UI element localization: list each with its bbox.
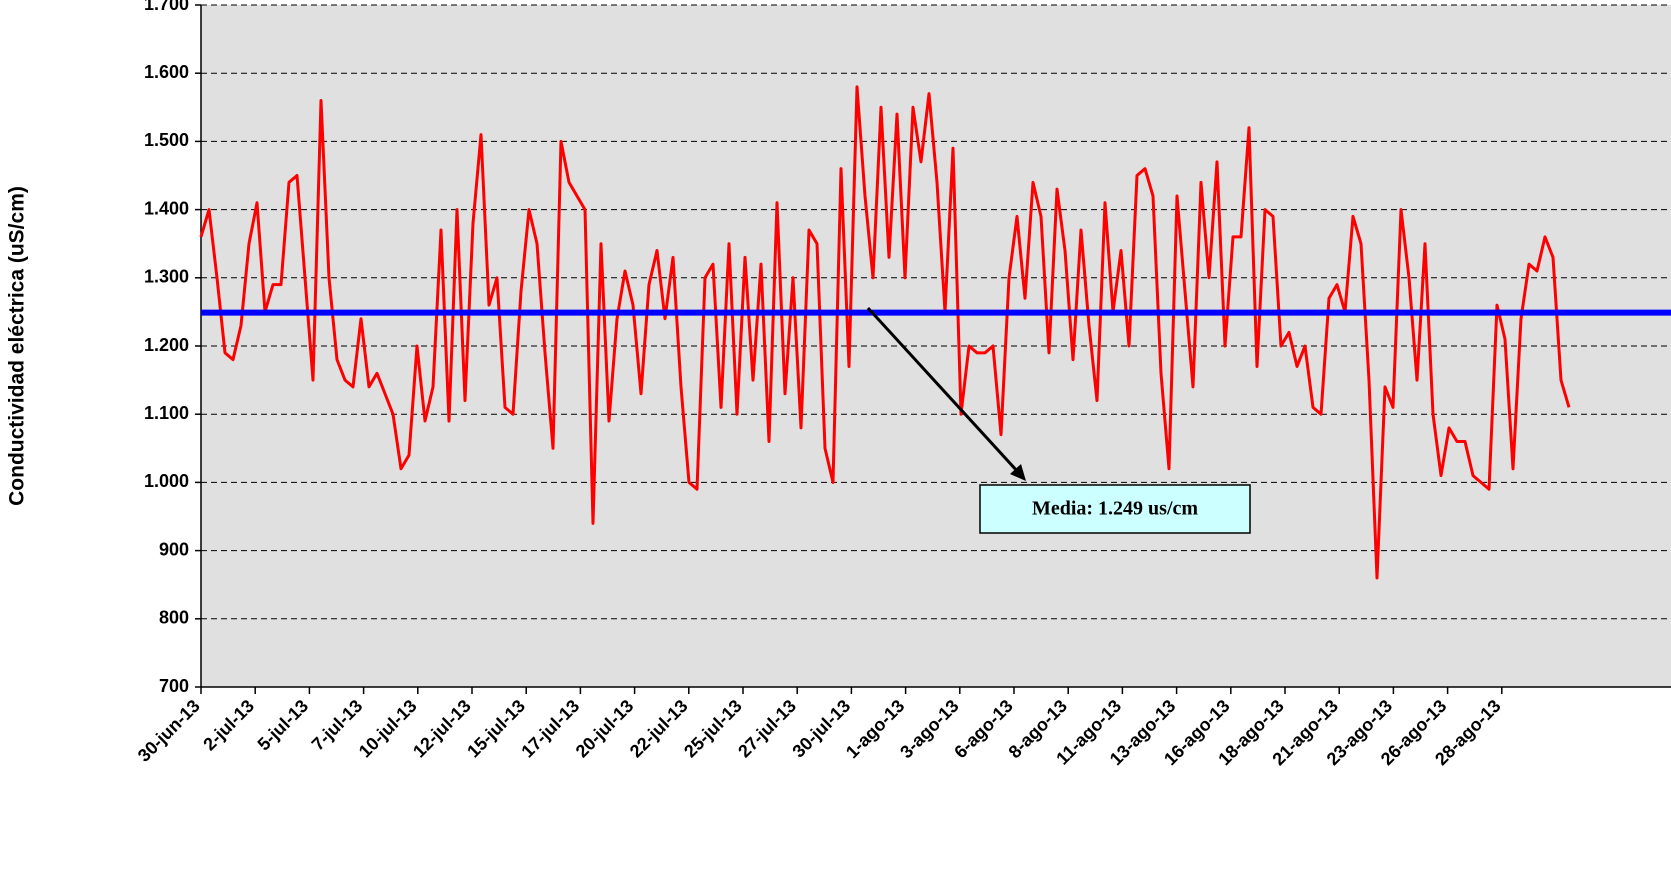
y-tick-label: 700 bbox=[159, 676, 189, 696]
y-tick-label: 1.100 bbox=[144, 403, 189, 423]
x-tick-label: 17-jul-13 bbox=[517, 696, 583, 762]
x-tick-label: 20-jul-13 bbox=[572, 696, 638, 762]
y-tick-label: 1.500 bbox=[144, 130, 189, 150]
x-tick-label: 10-jul-13 bbox=[355, 696, 421, 762]
y-tick-label: 1.200 bbox=[144, 335, 189, 355]
annotation-text: Media: 1.249 us/cm bbox=[1032, 498, 1198, 520]
y-axis-title: Conductividad eléctrica (uS/cm) bbox=[6, 186, 29, 506]
annotation-box bbox=[979, 484, 1251, 534]
x-tick-label: 5-jul-13 bbox=[254, 696, 313, 755]
y-tick-label: 1.000 bbox=[144, 471, 189, 491]
x-tick-label: 6-ago-13 bbox=[950, 696, 1016, 762]
y-tick-label: 900 bbox=[159, 539, 189, 559]
x-tick-label: 22-jul-13 bbox=[626, 696, 692, 762]
x-tick-label: 15-jul-13 bbox=[463, 696, 529, 762]
x-tick-label: 25-jul-13 bbox=[680, 696, 746, 762]
x-tick-label: 3-ago-13 bbox=[896, 696, 962, 762]
y-tick-label: 800 bbox=[159, 608, 189, 628]
y-tick-label: 1.600 bbox=[144, 62, 189, 82]
x-tick-label: 12-jul-13 bbox=[409, 696, 475, 762]
x-tick-label: 30-jun-13 bbox=[134, 696, 204, 766]
x-tick-label: 27-jul-13 bbox=[734, 696, 800, 762]
y-tick-label: 1.400 bbox=[144, 198, 189, 218]
data-line bbox=[199, 85, 1571, 580]
annotation-arrow bbox=[866, 306, 1020, 474]
arrow-head bbox=[1010, 464, 1026, 481]
x-tick-label: 2-jul-13 bbox=[199, 696, 258, 755]
x-tick-label: 1-ago-13 bbox=[842, 696, 908, 762]
y-tick-label: 1.700 bbox=[144, 0, 189, 14]
y-tick-label: 1.300 bbox=[144, 267, 189, 287]
